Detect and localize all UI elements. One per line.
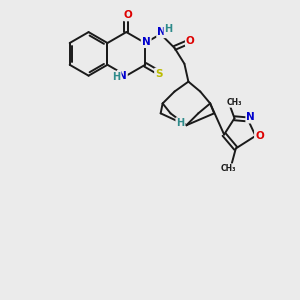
Text: N: N — [157, 27, 166, 37]
Text: O: O — [186, 36, 195, 46]
Text: H: H — [176, 118, 184, 128]
Text: H: H — [164, 24, 172, 34]
Text: O: O — [255, 131, 264, 141]
Text: H: H — [112, 72, 121, 82]
Text: N: N — [118, 71, 127, 81]
Text: N: N — [246, 112, 255, 122]
Text: CH₃: CH₃ — [226, 98, 242, 107]
Text: O: O — [124, 10, 133, 20]
Text: N: N — [142, 37, 151, 47]
Text: S: S — [155, 69, 163, 79]
Text: CH₃: CH₃ — [221, 164, 236, 173]
